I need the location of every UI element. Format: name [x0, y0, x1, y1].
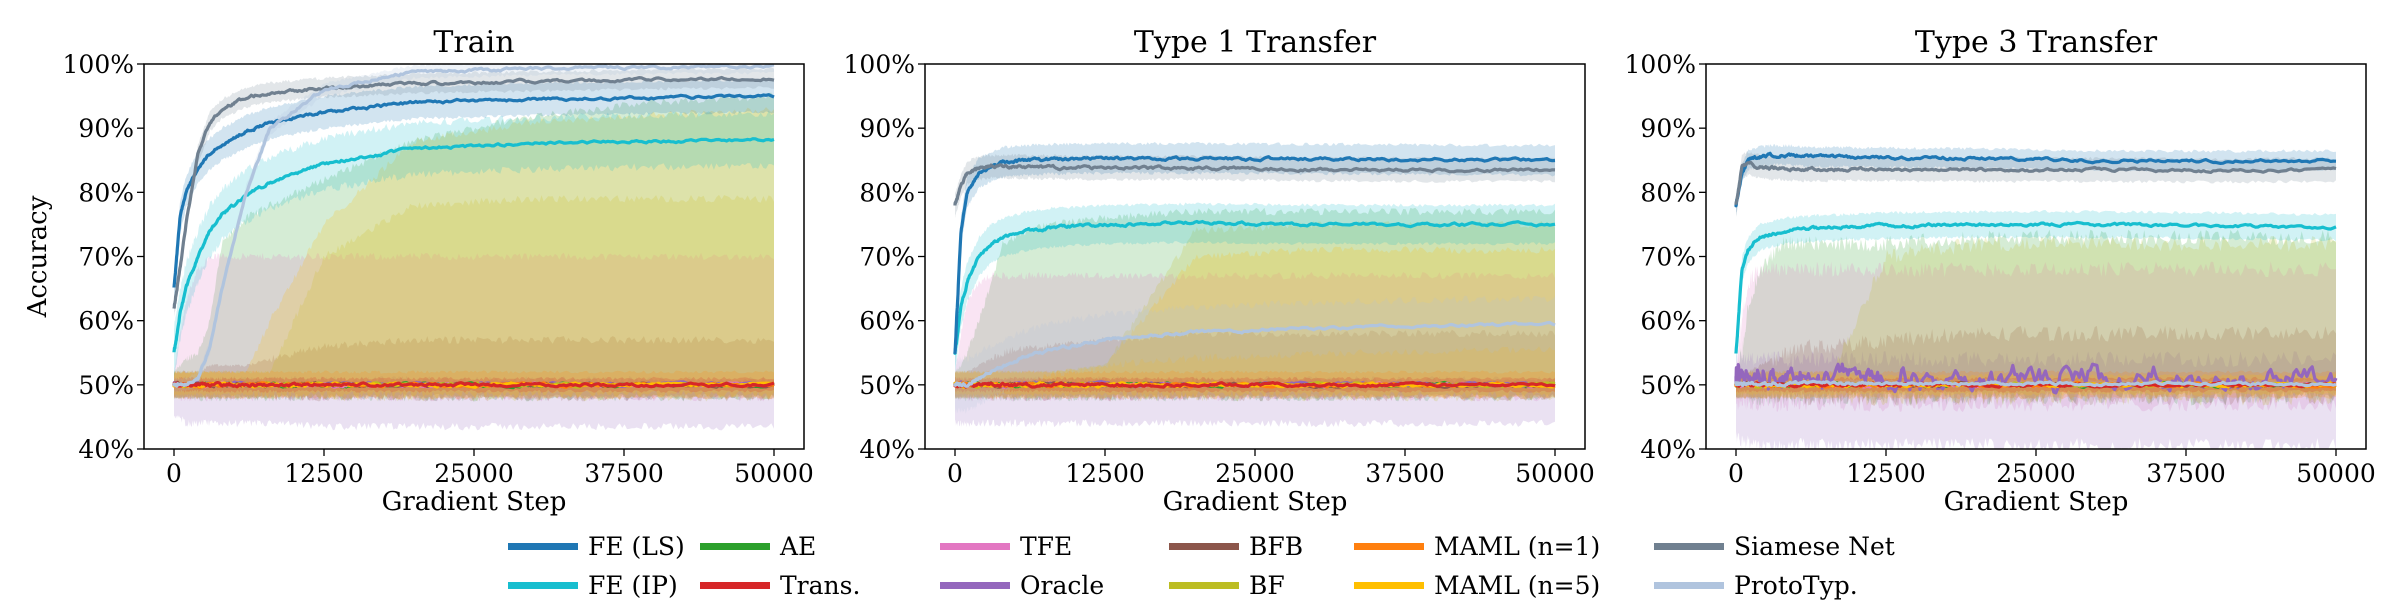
x-tick-label: 37500	[2146, 459, 2226, 488]
chart-title: Type 1 Transfer	[1134, 25, 1377, 60]
band-oracle	[955, 375, 1555, 428]
y-tick-label: 50%	[78, 371, 134, 400]
band-fe-ls	[174, 78, 774, 306]
chart-title: Type 3 Transfer	[1915, 25, 2158, 60]
band-maml-n-5	[174, 107, 774, 399]
band-fe-ip	[955, 202, 1555, 374]
band-fe-ls	[955, 142, 1555, 368]
band-ae	[174, 92, 774, 402]
y-tick-label: 60%	[1640, 307, 1696, 336]
x-tick-label: 37500	[1365, 459, 1445, 488]
line-siamese-net	[172, 75, 775, 310]
line-fe-ip	[172, 137, 775, 354]
y-tick-label: 70%	[1640, 243, 1696, 272]
line-fe-ip	[953, 219, 1556, 355]
x-tick-label: 12500	[1065, 459, 1145, 488]
y-tick-label: 80%	[78, 178, 134, 207]
y-tick-label: 90%	[1640, 114, 1696, 143]
band-bf	[955, 220, 1555, 402]
x-tick-label: 0	[1728, 459, 1744, 488]
y-tick-label: 90%	[859, 114, 915, 143]
x-tick-label: 50000	[2296, 459, 2376, 488]
y-tick-label: 40%	[1640, 435, 1696, 464]
x-axis-label: Gradient Step	[1163, 487, 1348, 517]
x-tick-label: 12500	[284, 459, 364, 488]
line-trans	[953, 381, 1556, 389]
band-fe-ip	[174, 110, 774, 379]
y-tick-label: 80%	[1640, 178, 1696, 207]
y-tick-label: 60%	[78, 307, 134, 336]
y-tick-label: 50%	[1640, 371, 1696, 400]
line-fe-ls	[1734, 151, 2337, 208]
band-siamese-net	[1736, 150, 2336, 218]
band-oracle	[1736, 351, 2336, 449]
x-axis-label: Gradient Step	[382, 487, 567, 517]
band-tfe	[174, 252, 774, 402]
x-tick-label: 25000	[1215, 459, 1295, 488]
y-tick-label: 50%	[859, 371, 915, 400]
line-fe-ip	[1734, 220, 2337, 354]
band-maml-n-5	[955, 246, 1555, 399]
plot-area	[953, 142, 1556, 428]
chart-train: 40% 50% 60% 70% 80% 90% 100% 0 12500 25000 37500 50…	[23, 25, 814, 517]
chart-type-3-transfer: 40% 50% 60% 70% 80% 90% 100% 0 12500 25000 37500 50…	[1625, 25, 2376, 517]
chart-type-1-transfer: 40% 50% 60% 70% 80% 90% 100% 0 12500 25000 37500 50…	[844, 25, 1595, 517]
x-tick-label: 37500	[584, 459, 664, 488]
band-prototyp	[955, 295, 1555, 415]
band-ae	[955, 207, 1555, 402]
band-ae	[1736, 229, 2336, 406]
y-tick-label: 70%	[78, 243, 134, 272]
y-tick-label: 80%	[859, 178, 915, 207]
line-siamese-net	[1734, 160, 2337, 206]
x-tick-label: 25000	[434, 459, 514, 488]
band-bf	[174, 194, 774, 402]
band-bf	[1736, 235, 2336, 406]
x-tick-label: 0	[947, 459, 963, 488]
y-tick-label: 100%	[63, 50, 134, 79]
chart-title: Train	[433, 25, 514, 60]
line-siamese-net	[953, 163, 1556, 206]
y-axis-label: Accuracy	[23, 195, 53, 318]
x-tick-label: 50000	[734, 459, 814, 488]
y-tick-label: 100%	[844, 50, 915, 79]
x-tick-label: 50000	[1515, 459, 1595, 488]
plot-area	[172, 64, 775, 431]
band-tfe	[1736, 261, 2336, 413]
x-tick-label: 25000	[1996, 459, 2076, 488]
line-prototyp	[953, 320, 1556, 388]
x-tick-label: 12500	[1846, 459, 1926, 488]
x-tick-label: 0	[166, 459, 182, 488]
y-tick-label: 70%	[859, 243, 915, 272]
line-fe-ls	[172, 93, 775, 289]
line-prototyp	[172, 64, 775, 388]
y-tick-label: 60%	[859, 307, 915, 336]
y-tick-label: 40%	[78, 435, 134, 464]
band-tfe	[955, 271, 1555, 402]
plot-area	[1734, 144, 2338, 449]
y-tick-label: 40%	[859, 435, 915, 464]
y-tick-label: 100%	[1625, 50, 1696, 79]
band-oracle	[174, 375, 774, 431]
y-tick-label: 90%	[78, 114, 134, 143]
line-trans	[172, 381, 775, 389]
x-axis-label: Gradient Step	[1944, 487, 2129, 517]
line-prototyp	[1734, 379, 2337, 388]
